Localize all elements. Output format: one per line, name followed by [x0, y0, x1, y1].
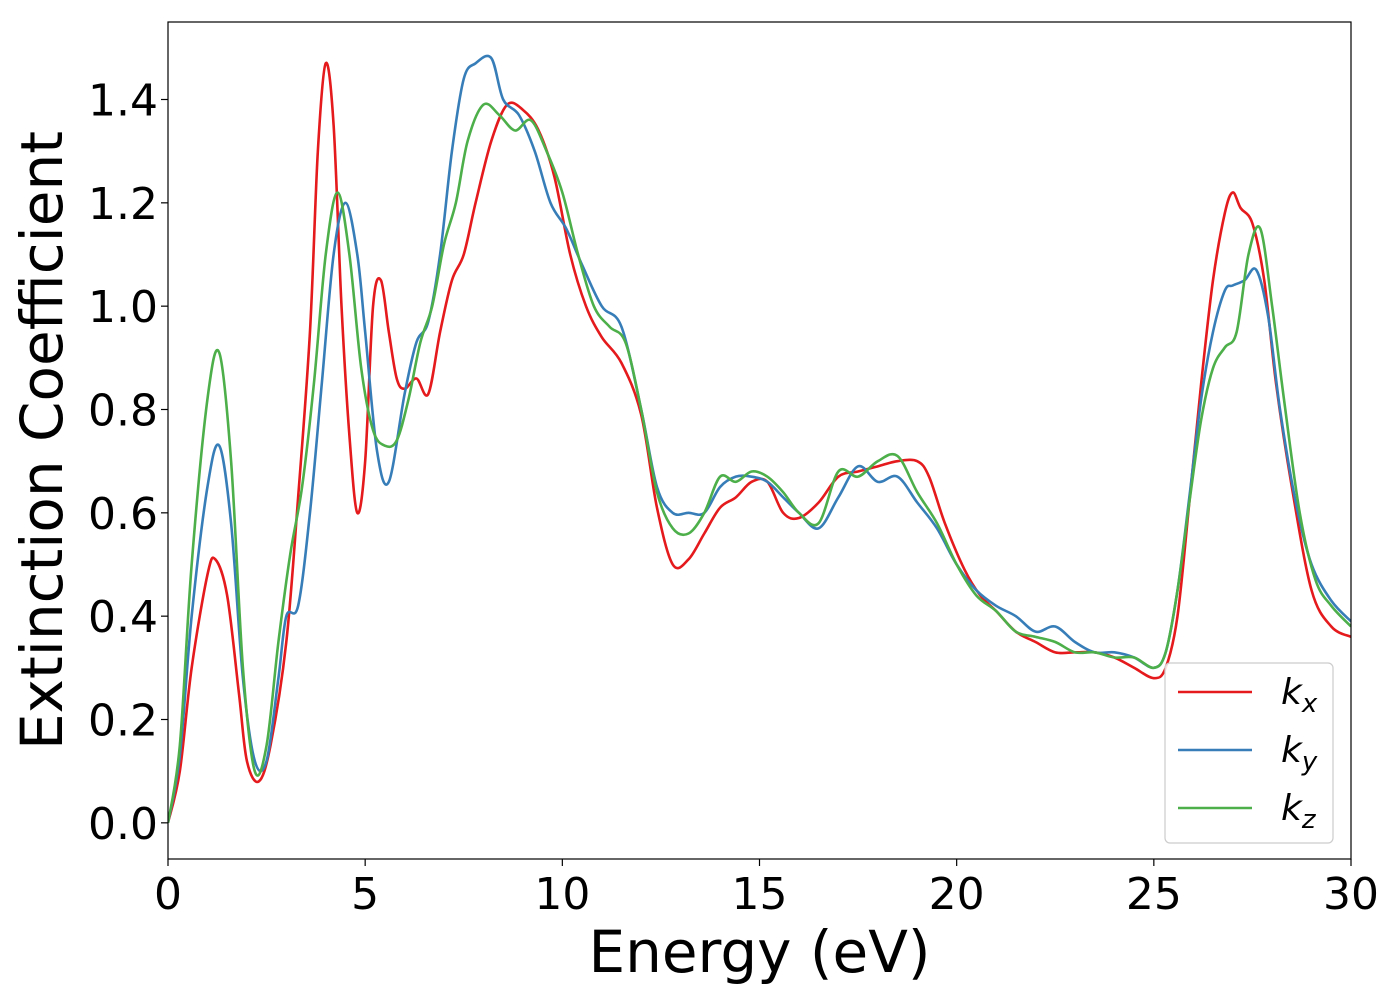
series-line-k-x [168, 61, 1351, 824]
y-tick-label: 0.4 [88, 592, 158, 643]
legend: kx ky kz [1164, 662, 1334, 844]
x-tick-label: 25 [1126, 869, 1182, 920]
y-tick-label: 1.4 [88, 76, 158, 127]
y-tick-label: 0.2 [88, 696, 158, 747]
x-tick-label: 5 [351, 869, 379, 920]
x-axis-label: Energy (eV) [588, 918, 930, 986]
y-tick-label: 1.0 [88, 282, 158, 333]
x-tick-label: 20 [929, 869, 985, 920]
y-axis-label: Extinction Coefficient [8, 131, 76, 750]
legend-label-k-z: kz [1281, 788, 1317, 835]
axis-ticks: 0 5 10 15 20 25 30 0.0 0.2 0.4 0.6 0.8 1.0 1.2 1.4 [88, 76, 1379, 921]
y-tick-label: 0.8 [88, 386, 158, 437]
x-tick-label: 15 [732, 869, 788, 920]
y-tick-label: 1.2 [88, 179, 158, 230]
series-lines [168, 54, 1351, 824]
x-tick-label: 30 [1323, 869, 1379, 920]
legend-label-k-y: ky [1281, 730, 1318, 777]
series-line-k-z [168, 102, 1351, 824]
y-tick-label: 0.0 [88, 799, 158, 850]
legend-box [1164, 662, 1334, 844]
y-tick-label: 0.6 [88, 489, 158, 540]
x-tick-label: 0 [154, 869, 182, 920]
x-tick-label: 10 [534, 869, 590, 920]
legend-label-k-x: kx [1281, 672, 1318, 719]
